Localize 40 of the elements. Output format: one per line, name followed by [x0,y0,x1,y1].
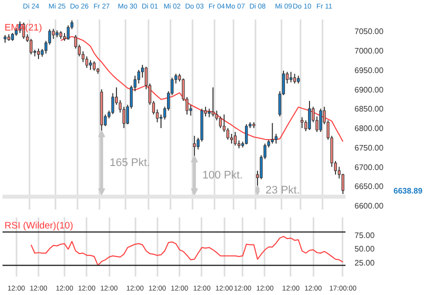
candlestick [122,106,126,129]
text: 6638.89 [394,186,423,196]
candlestick [341,173,344,194]
candlestick [300,116,304,129]
y-tick-label: 6850.00 [354,104,384,114]
candlestick [37,48,40,60]
candlestick [293,73,296,84]
candlestick [52,28,55,40]
series-label: RSI (Wilder)(10) [4,220,74,232]
y-tick-label: 6650.00 [354,182,384,192]
candlestick [218,116,222,129]
y-tick-label: 7000.00 [354,46,384,56]
y-tick-label: 6700.00 [354,162,384,172]
candlestick [85,56,88,68]
candlestick [111,92,114,115]
y-tick-label: 75.00 [354,230,376,240]
candlestick [212,86,214,117]
candlestick [270,122,274,144]
y-tick-label: 25.00 [354,258,376,268]
candlestick [290,71,292,83]
candlestick [244,124,248,145]
candlestick [137,69,140,84]
candlestick [234,131,237,146]
y-tick-label: 6800.00 [354,124,384,134]
candlestick [308,100,311,131]
annotation: 165 Pkt. [110,156,150,169]
y-tick-label: 6750.00 [354,143,384,152]
line-series [30,236,344,266]
y-tick-label: 6950.00 [354,66,384,75]
y-tick-label: 50.00 [354,244,376,254]
candlestick [226,128,230,140]
y-tick-label: 6900.00 [354,85,384,94]
annotation: 23 Pkt. [266,184,300,196]
candlestick [92,60,96,72]
candlestick [89,60,92,70]
candlestick [30,38,32,55]
annotation: 100 Pkt. [202,169,243,182]
candlestick [319,108,322,132]
y-tick-label: 6600.00 [354,202,384,211]
y-tick-label: 7050.00 [354,27,384,36]
